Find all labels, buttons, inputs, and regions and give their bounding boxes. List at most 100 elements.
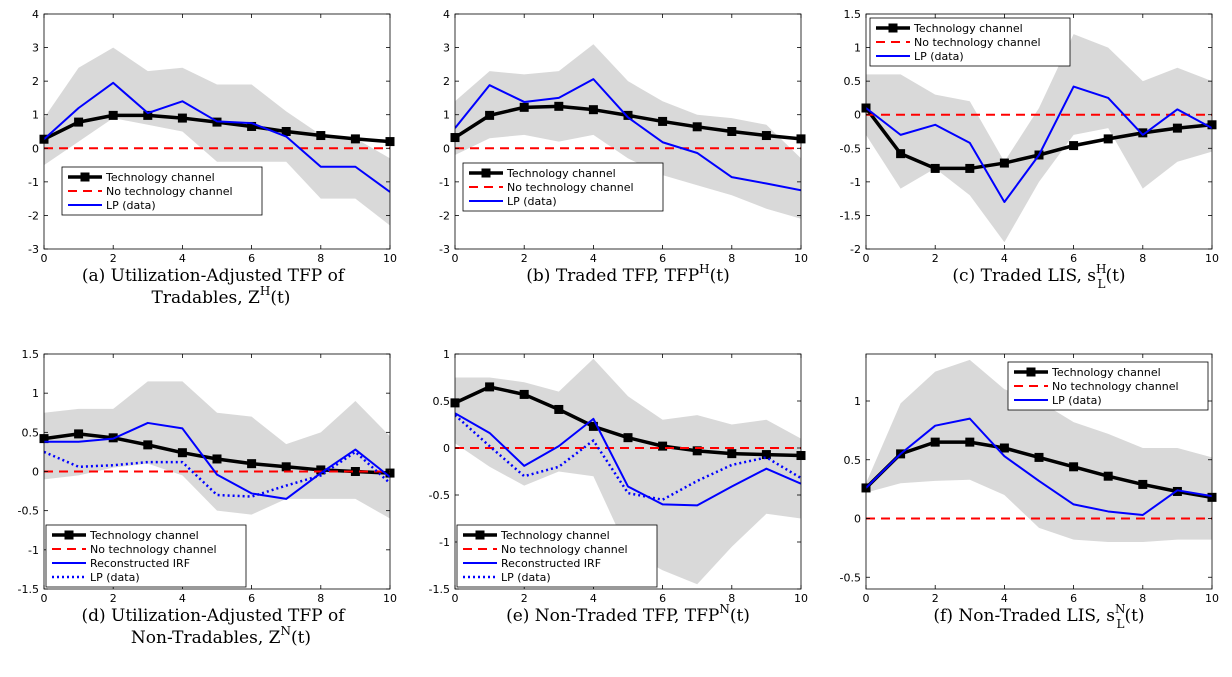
panel-c-ytick-label: -2 bbox=[850, 243, 861, 256]
panel-e-caption-main: (e) Non-Traded TFP, TFP bbox=[506, 606, 719, 626]
panel-c-ytick-label: -0.5 bbox=[840, 142, 861, 155]
panel-e-ytick-label: 1 bbox=[443, 348, 450, 361]
panel-b-series-0-marker bbox=[658, 116, 668, 126]
panel-c-series-0-marker bbox=[999, 158, 1009, 168]
panel-c-xtick-label: 4 bbox=[1001, 252, 1008, 265]
panel-e-confidence-band bbox=[455, 358, 801, 585]
panel-f-series-0-marker bbox=[930, 437, 940, 447]
panel-d-caption-line-2: Non-Tradables, Z bbox=[131, 628, 281, 648]
panel-c-series-0-marker bbox=[1172, 123, 1182, 133]
panel-a-series-0-marker bbox=[247, 121, 257, 131]
panel-d-series-0-marker bbox=[350, 467, 360, 476]
panel-e-ytick-label: 0.5 bbox=[433, 395, 451, 408]
panel-f-caption: (f) Non-Traded LIS, sN L(t) bbox=[933, 602, 1144, 631]
panel-a-legend-box bbox=[61, 166, 263, 216]
panel-e-ytick-label: -0.5 bbox=[429, 489, 450, 502]
panel-a-xtick-label: 4 bbox=[179, 252, 186, 265]
panel-a-caption-line-2: Tradables, Z bbox=[152, 288, 261, 308]
panel-c-ytick-label: 0 bbox=[854, 109, 861, 122]
panel-a-ytick-label: 4 bbox=[32, 8, 39, 21]
panel-a-ytick-label: 1 bbox=[32, 109, 39, 122]
panel-c-legend-entry-0: Technology channel bbox=[913, 22, 1023, 35]
panel-c-xtick-label: 10 bbox=[1205, 252, 1219, 265]
panel-f-xtick-label: 6 bbox=[1070, 592, 1077, 605]
panel-e-caption: (e) Non-Traded TFP, TFPN(t) bbox=[506, 602, 750, 626]
panel-e-legend-entry-2: Reconstructed IRF bbox=[501, 557, 601, 570]
panel-e-caption-sup: N bbox=[719, 602, 730, 616]
panel-e: 0 2 4 6 8 10 -1.5 -1 -0.5 0 0.5 1 Technology channel… bbox=[429, 348, 808, 626]
panel-b-confidence-band bbox=[455, 44, 801, 219]
panel-b-series-0-marker bbox=[519, 102, 529, 112]
panel-c-series-2-line bbox=[866, 85, 1212, 203]
panel-d-ytick-label: -1.5 bbox=[18, 583, 39, 596]
panel-e-ytick-label: -1.5 bbox=[429, 583, 450, 596]
panel-a-series-0-marker bbox=[177, 113, 187, 123]
panel-f-xtick-label: 4 bbox=[1001, 592, 1008, 605]
panel-a-confidence-band bbox=[44, 47, 390, 226]
panel-d-series-0-marker bbox=[316, 465, 326, 475]
panel-b-ytick-label: 2 bbox=[443, 75, 450, 88]
panel-c-ytick-label: -1.5 bbox=[840, 209, 861, 222]
panel-b-legend-entry-1: No technology channel bbox=[507, 181, 634, 194]
panel-d-series-0-marker bbox=[281, 462, 291, 472]
panel-d-ytick-label: 1 bbox=[32, 387, 39, 400]
panel-f-xtick-label: 0 bbox=[863, 592, 870, 605]
panel-a-ytick-label: -3 bbox=[28, 243, 39, 256]
panel-d-legend-marker-0 bbox=[64, 530, 74, 540]
panel-e-xtick-label: 2 bbox=[521, 592, 528, 605]
panel-e-legend-marker-0 bbox=[475, 530, 485, 540]
panel-d-legend-entry-0: Technology channel bbox=[89, 529, 199, 542]
panel-a-caption: (a) Utilization-Adjusted TFP of Tradables… bbox=[82, 266, 346, 308]
panel-c-caption-sup: H bbox=[1096, 262, 1106, 276]
panel-e-xtick-label: 8 bbox=[728, 592, 735, 605]
panel-d-confidence-band bbox=[44, 381, 390, 519]
panel-f-xtick-label: 2 bbox=[932, 592, 939, 605]
panel-c-ytick-label: 1.5 bbox=[844, 8, 862, 21]
panel-a-ytick-label: -2 bbox=[28, 209, 39, 222]
panel-d-xtick-label: 6 bbox=[248, 592, 255, 605]
panel-f-ytick-label: 0 bbox=[854, 513, 861, 526]
panel-d-xtick-label: 2 bbox=[110, 592, 117, 605]
panel-b-ytick-label: -2 bbox=[439, 209, 450, 222]
panel-d-caption: (d) Utilization-Adjusted TFP of Non-Trada… bbox=[81, 606, 346, 648]
panel-f-legend-entry-1: No technology channel bbox=[1052, 380, 1179, 393]
panel-e-axes-box bbox=[454, 353, 802, 590]
panel-a-caption-sup: H bbox=[260, 284, 270, 298]
panel-a-axes-box bbox=[43, 13, 391, 250]
panel-e-series-0-marker bbox=[761, 450, 771, 460]
panel-b-caption-main: (b) Traded TFP, TFP bbox=[526, 266, 699, 286]
panel-a-caption-rest: (t) bbox=[270, 288, 290, 308]
panel-f-legend-entry-0: Technology channel bbox=[1051, 366, 1161, 379]
panel-b-ytick-label: 4 bbox=[443, 8, 450, 21]
panel-c-series-0-marker bbox=[1138, 128, 1148, 138]
panel-d-ytick-label: 1.5 bbox=[22, 348, 40, 361]
panel-a-ytick-label: 2 bbox=[32, 75, 39, 88]
panel-b-xtick-label: 6 bbox=[659, 252, 666, 265]
panel-a-ytick-label: 0 bbox=[32, 142, 39, 155]
panel-f-series-0-marker bbox=[1034, 452, 1044, 462]
panel-c-legend-entry-1: No technology channel bbox=[914, 36, 1041, 49]
panel-b-legend-entry-0: Technology channel bbox=[506, 167, 616, 180]
panel-f-axes-box bbox=[865, 353, 1213, 590]
panel-b-xtick-label: 2 bbox=[521, 252, 528, 265]
panel-a-series-0-marker bbox=[143, 110, 153, 120]
panel-e-legend-entry-0: Technology channel bbox=[500, 529, 610, 542]
panel-b-series-0-marker bbox=[588, 105, 598, 115]
panel-e-series-0-marker bbox=[554, 404, 564, 414]
panel-e-xtick-label: 0 bbox=[452, 592, 459, 605]
panel-b-series-0-marker bbox=[554, 101, 564, 111]
panel-e-series-0-marker bbox=[519, 389, 529, 399]
panel-e-series-0-marker bbox=[692, 446, 702, 456]
panel-f-caption-sub: L bbox=[1117, 617, 1125, 631]
panel-d-legend-entry-2: Reconstructed IRF bbox=[90, 557, 190, 570]
panel-f-legend-box bbox=[1007, 361, 1209, 411]
panel-d-ytick-label: -0.5 bbox=[18, 505, 39, 518]
panel-f-series-0-marker bbox=[1103, 471, 1113, 481]
panel-c-ytick-label: -1 bbox=[850, 176, 861, 189]
panel-c-series-0-marker bbox=[1069, 141, 1079, 151]
